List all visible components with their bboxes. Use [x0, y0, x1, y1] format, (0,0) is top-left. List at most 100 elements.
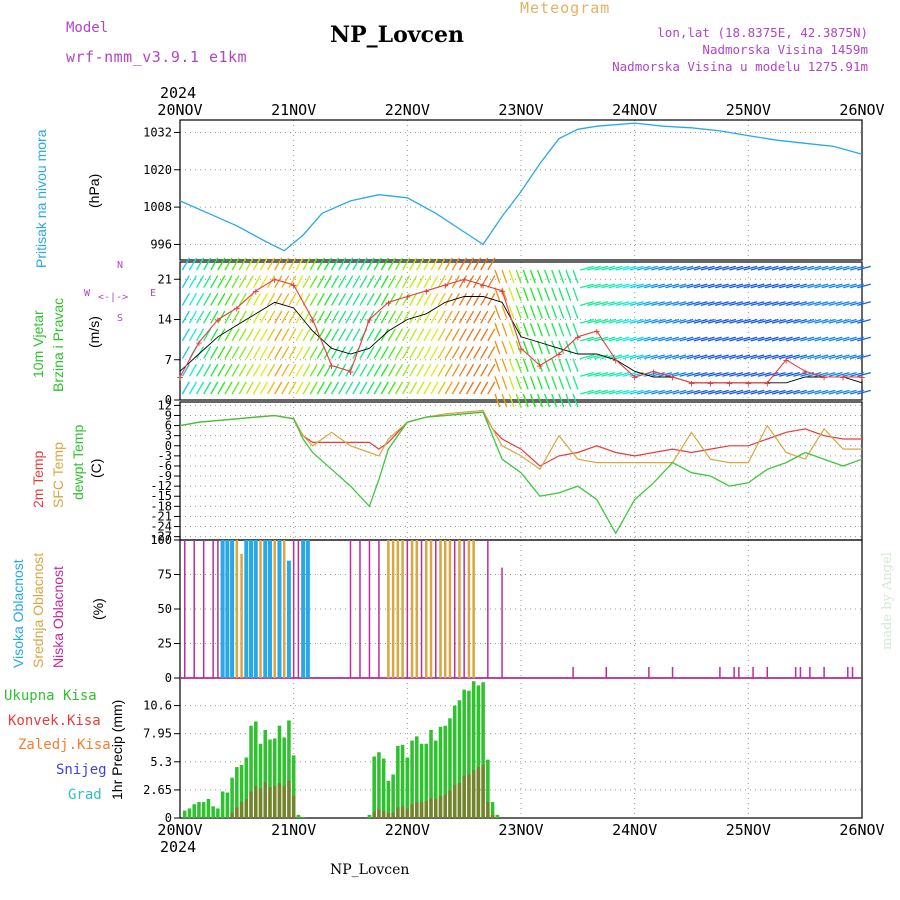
wind-barb: [366, 328, 375, 342]
wind-barb: [686, 318, 701, 324]
wind-gust-marker: +: [612, 354, 619, 367]
wind-barb: [188, 310, 198, 324]
wind-barb: [565, 287, 572, 302]
low-cloud-bar: [823, 666, 825, 678]
wind-barb: [238, 328, 247, 342]
wind-barb: [295, 310, 304, 324]
low-cloud-bar: [809, 666, 811, 678]
wind-barb: [323, 328, 333, 342]
total-precip-bar: [239, 764, 244, 818]
low-cloud-bar: [738, 666, 740, 678]
wind-barb: [352, 275, 361, 289]
wind-barb: [686, 354, 701, 360]
wind-barb: [373, 292, 382, 306]
wind-barb: [366, 363, 375, 377]
wind-barb: [757, 318, 772, 324]
wind-barb: [203, 363, 212, 377]
wind-barb: [608, 389, 623, 395]
high-cloud-bar: [249, 540, 254, 678]
wind-barb: [786, 318, 800, 324]
model-name: wrf-nmm_v3.9.1 e1km: [66, 48, 248, 66]
wind-barb: [558, 393, 565, 408]
conv-precip-bar: [391, 812, 395, 818]
wind-barb: [416, 346, 425, 359]
wind-barb: [743, 336, 758, 342]
wind-barb: [849, 318, 864, 324]
wind-barb: [345, 363, 354, 377]
conv-precip-bar: [481, 764, 485, 818]
high-cloud-bar: [286, 560, 291, 678]
wind-gust-marker: +: [802, 365, 809, 378]
wind-barb: [608, 336, 623, 342]
high-cloud-bar: [277, 540, 282, 678]
time-tick-label-bottom: 23NOV: [498, 821, 543, 839]
wind-barb: [437, 275, 446, 289]
wind-barb: [430, 346, 439, 359]
wind-barb: [252, 275, 261, 289]
wind-barb: [458, 346, 467, 359]
year-bottom: 2024: [160, 838, 197, 856]
wind-barb: [572, 376, 579, 390]
wind-barb: [267, 310, 276, 324]
wind-barb: [252, 257, 261, 271]
high-cloud-bar: [225, 540, 230, 678]
wind-barb: [672, 283, 687, 289]
wind-barb: [423, 257, 432, 271]
wind-barb: [380, 257, 389, 271]
conv-precip-bar: [277, 783, 282, 818]
total-precip-bar: [206, 798, 211, 818]
wind-barb: [757, 336, 772, 342]
wind-barb: [587, 265, 601, 271]
wind-barb: [473, 292, 482, 306]
wind-barb: [473, 328, 482, 342]
wind-barb: [366, 257, 375, 271]
wind-barb: [828, 336, 843, 342]
wind-barb: [757, 389, 772, 395]
wind-barb: [722, 354, 736, 360]
wind-barb: [473, 363, 482, 377]
total-precip-bar: [438, 726, 443, 818]
conv-precip-bar: [438, 795, 443, 818]
wind-barb: [793, 354, 808, 360]
wind-barb: [409, 275, 418, 289]
mid-cloud-bar: [391, 540, 395, 678]
wind-barb: [729, 372, 744, 377]
wind-barb: [665, 265, 680, 271]
wind-barb: [458, 328, 467, 342]
wind-barb: [594, 318, 609, 324]
wind-barb: [437, 363, 446, 377]
wind-barb: [786, 336, 800, 342]
y-tick-label: 14: [158, 313, 172, 327]
wind-barb: [245, 328, 254, 342]
wind-gust-marker: +: [309, 314, 316, 327]
wind-barb: [352, 310, 361, 324]
wind-barb: [366, 275, 375, 289]
wind-barb: [281, 275, 290, 289]
wind-barb: [281, 346, 290, 359]
wind-barb: [672, 301, 687, 307]
wind-barb: [196, 275, 205, 289]
wind-barb: [295, 381, 304, 395]
wind-barb: [444, 275, 453, 289]
wind-barb: [487, 328, 496, 342]
wind-barb: [274, 363, 283, 377]
conv-precip-bar: [486, 802, 490, 818]
wind-barb: [643, 389, 658, 395]
wind-barb: [494, 322, 501, 337]
wind-barb: [402, 346, 411, 359]
wind-barb: [387, 328, 396, 342]
wind-barb: [835, 389, 850, 395]
wind-barb: [828, 301, 843, 307]
wind-gust-marker: +: [271, 273, 278, 286]
wind-barb: [181, 328, 190, 342]
wind-barb: [352, 381, 361, 395]
wind-barb: [323, 346, 333, 359]
wind-gust-marker: +: [328, 360, 335, 373]
wind-barb: [715, 283, 729, 289]
wind-barb: [707, 336, 722, 342]
wind-barb: [302, 363, 311, 377]
wind-barb: [487, 346, 496, 359]
wind-barb: [423, 310, 432, 324]
wind-barb: [828, 389, 843, 395]
wind-barb: [722, 336, 736, 342]
